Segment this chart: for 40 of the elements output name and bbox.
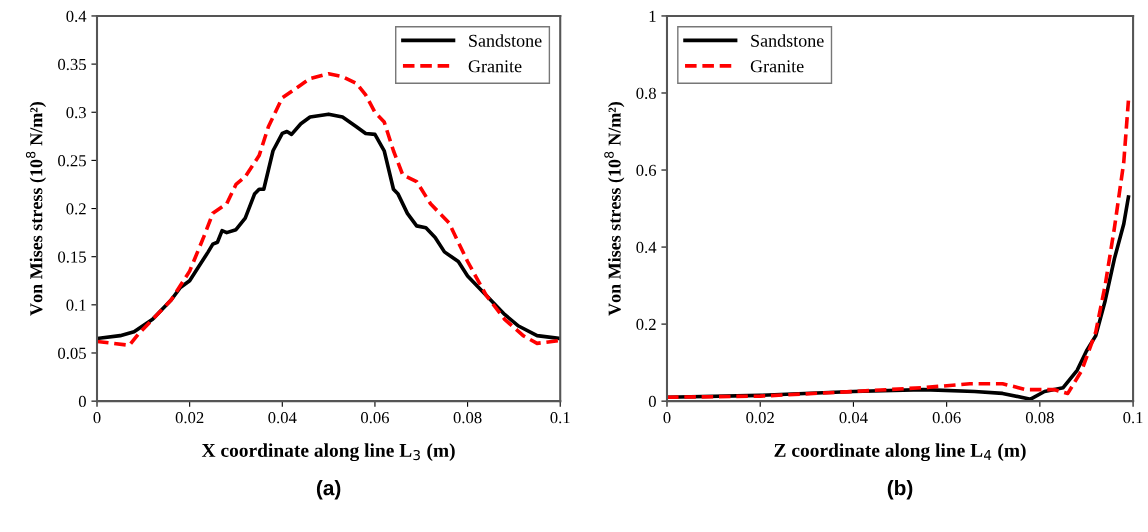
y-tick-label: 0.05 — [58, 347, 86, 359]
y-tick-label: 0.8 — [636, 87, 656, 100]
x-tick-label: 0 — [93, 412, 101, 424]
legend-label: Granite — [750, 60, 804, 73]
x-axis-title: Z coordinate along line L$_{4}$ (m) — [774, 443, 1026, 462]
x-tick-label: 0.1 — [550, 412, 570, 424]
y-tick-label: 1 — [649, 10, 656, 22]
x-tick-label: 0.06 — [932, 412, 961, 424]
x-tick-label: 0.1 — [1123, 412, 1143, 424]
line-series — [666, 98, 1131, 400]
x-tick-label: 0 — [663, 412, 671, 424]
line-series — [97, 71, 561, 348]
y-tick-label: 0.1 — [66, 299, 86, 311]
x-tick-label: 0.04 — [268, 412, 297, 424]
legend-label: Sandstone — [751, 34, 824, 47]
y-tick-label: 0.4 — [636, 241, 657, 254]
line-series — [97, 112, 561, 341]
y-tick-label: 0.6 — [636, 164, 657, 177]
y-tick-label: 0.25 — [58, 155, 86, 167]
text: (a) — [316, 480, 341, 500]
y-axis-title: Von Mises stress (10$^{8}$ N/m²) — [25, 102, 47, 316]
x-tick-label: 0.06 — [360, 412, 390, 424]
legend-label: Granite — [468, 60, 522, 73]
y-tick-label: 0 — [648, 395, 656, 408]
text: (b) — [887, 480, 913, 500]
x-tick-label: 0.02 — [175, 412, 204, 424]
y-tick-label: 0.4 — [66, 10, 87, 22]
y-tick-label: 0.35 — [58, 58, 86, 71]
y-axis-title: Von Mises stress (10$^{8}$ N/m²) — [604, 102, 625, 316]
y-tick-label: 0.2 — [636, 318, 656, 331]
x-tick-label: 0.04 — [839, 412, 868, 424]
legend-label: Sandstone — [469, 34, 542, 47]
y-tick-label: 0.15 — [58, 251, 86, 263]
y-tick-label: 0.2 — [66, 203, 86, 215]
x-tick-label: 0.08 — [453, 412, 482, 424]
y-tick-label: 0 — [78, 395, 86, 408]
x-tick-label: 0.08 — [1025, 412, 1054, 424]
y-tick-label: 0.3 — [66, 106, 86, 119]
x-axis-title: X coordinate along line L$_{3}$ (m) — [201, 443, 455, 462]
x-tick-label: 0.02 — [746, 412, 774, 424]
